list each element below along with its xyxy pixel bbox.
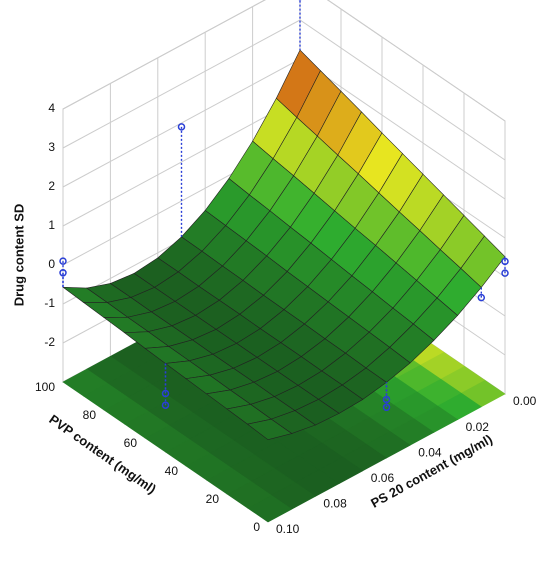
data-point [177, 123, 186, 131]
z-tick-label: 0 [48, 257, 55, 271]
data-point [59, 269, 67, 277]
z-tick-label: -1 [44, 296, 55, 310]
z-tick-label: -2 [44, 335, 55, 349]
z-tick-label: 4 [48, 101, 55, 115]
y-tick-label: 60 [124, 436, 138, 450]
y-tick-label: 40 [165, 464, 179, 478]
x-tick-label: 0.06 [371, 471, 395, 485]
z-axis-title: Drug content SD [11, 204, 26, 307]
surface-cell [246, 418, 293, 441]
data-point [382, 403, 391, 412]
z-tick-label: 3 [48, 140, 55, 154]
z-tick-label: 2 [48, 179, 55, 193]
data-point [161, 401, 170, 409]
z-tick-label: 1 [48, 218, 55, 232]
x-tick-label: 0.10 [276, 522, 300, 536]
y-tick-label: 80 [83, 408, 97, 422]
y-tick-label: 0 [253, 520, 260, 534]
grid-line [62, 0, 506, 122]
x-tick-label: 0.04 [418, 445, 442, 459]
data-point [501, 269, 509, 277]
x-tick-label: 0.08 [323, 497, 347, 511]
data-point [59, 257, 67, 265]
y-tick-label: 20 [206, 492, 220, 506]
x-tick-label: 0.00 [513, 394, 537, 408]
data-point [477, 293, 486, 302]
y-tick-label: 100 [35, 380, 55, 394]
x-tick-label: 0.02 [466, 420, 490, 434]
floor-cell [62, 368, 108, 397]
